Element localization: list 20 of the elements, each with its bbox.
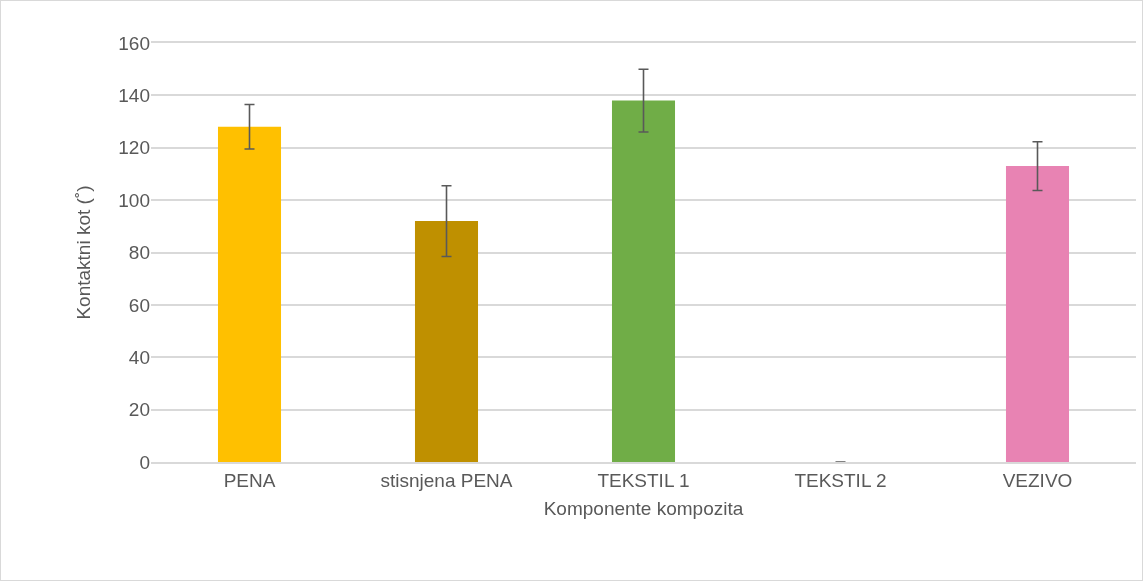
x-tick-label: TEKSTIL 2: [794, 469, 887, 491]
y-axis-title: Kontaktni kot (˚): [73, 185, 95, 320]
x-tick-label: PENA: [223, 469, 276, 491]
y-tick-label: 20: [128, 399, 150, 421]
y-tick-label: 60: [128, 294, 150, 316]
x-tick-label: stisnjena PENA: [380, 469, 513, 491]
x-tick-label: TEKSTIL 1: [597, 469, 690, 491]
y-tick-label: 140: [118, 85, 150, 107]
y-tick-label: 100: [118, 189, 150, 211]
y-tick-label: 120: [118, 137, 150, 159]
bar: [217, 126, 282, 462]
y-tick-label: 40: [128, 346, 150, 368]
bar: [1005, 166, 1070, 462]
x-tick-label: VEZIVO: [1002, 469, 1073, 491]
x-axis-title: Komponente kompozita: [543, 497, 744, 519]
y-tick-label: 160: [118, 32, 150, 54]
y-tick-label: 80: [128, 242, 150, 264]
y-tick-label: 0: [139, 451, 150, 473]
bar: [611, 100, 676, 462]
bar: [414, 221, 479, 462]
